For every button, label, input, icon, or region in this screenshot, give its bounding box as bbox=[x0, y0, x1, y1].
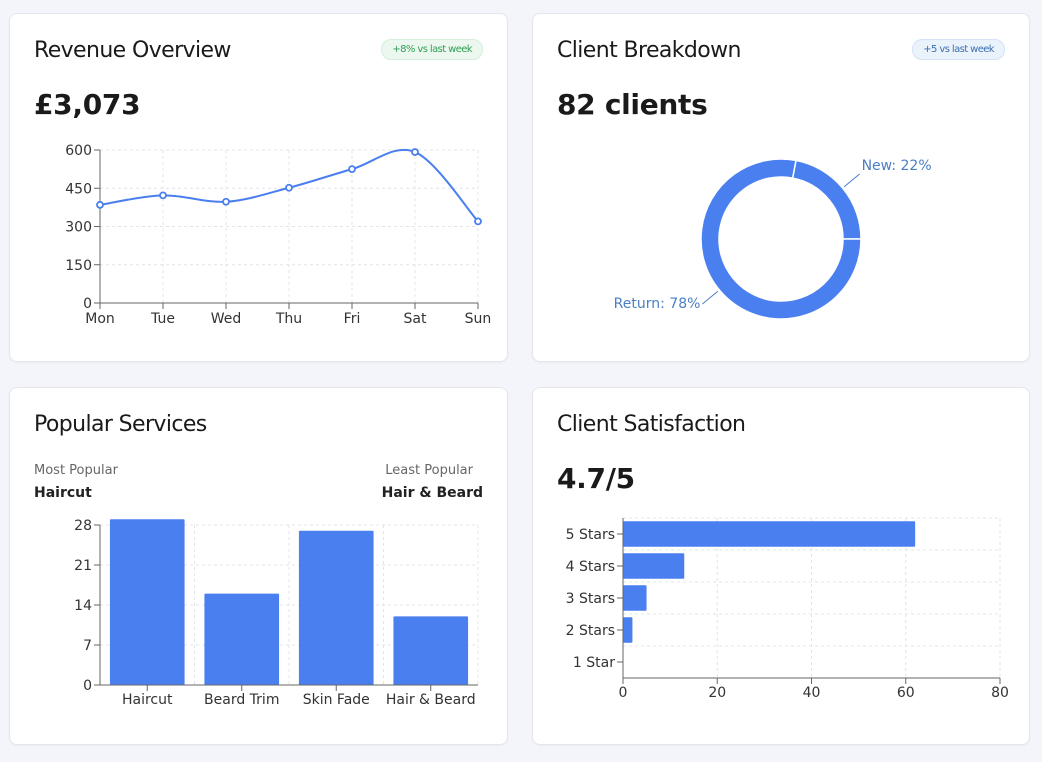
data-point bbox=[474, 217, 482, 226]
bar-3 bbox=[393, 616, 469, 685]
donut-slice-return bbox=[700, 158, 862, 320]
y-tick-label: 5 Stars bbox=[566, 527, 615, 543]
y-tick-label: 14 bbox=[74, 598, 92, 614]
data-point bbox=[348, 165, 356, 174]
y-tick-label: 0 bbox=[83, 296, 92, 312]
bar-2 bbox=[623, 585, 647, 611]
clients-donut-chart: New: 22% Return: 78% bbox=[614, 158, 932, 320]
y-tick-label: 150 bbox=[65, 258, 92, 274]
y-tick-label: 300 bbox=[65, 220, 92, 236]
bar-1 bbox=[204, 593, 280, 685]
clients-card: Client Breakdown +5 vs last week 82 clie… bbox=[532, 13, 1030, 362]
x-tick-label: Skin Fade bbox=[303, 692, 370, 708]
x-tick-label: 60 bbox=[897, 685, 915, 701]
satisfaction-bar-chart: 0 20 40 60 80 5 Stars 4 Stars 3 Stars 2 Stars 1 S… bbox=[566, 517, 1009, 701]
x-tick-label: Hair & Beard bbox=[386, 692, 476, 708]
y-tick-label: 450 bbox=[65, 181, 92, 197]
clients-change-badge: +5 vs last week bbox=[912, 39, 1005, 60]
donut-leader-line bbox=[702, 290, 719, 305]
y-tick-label: 600 bbox=[65, 143, 92, 159]
y-tick-label: 21 bbox=[74, 558, 92, 574]
y-tick-label: 0 bbox=[83, 678, 92, 694]
satisfaction-card: Client Satisfaction 4.7/5 0 20 40 60 80 5 Sta… bbox=[532, 387, 1030, 745]
x-tick-label: Sat bbox=[404, 311, 427, 327]
donut-leader-line bbox=[843, 173, 860, 188]
revenue-title: Revenue Overview bbox=[34, 38, 231, 63]
donut-slice-new bbox=[791, 159, 862, 240]
bar-1 bbox=[623, 553, 685, 579]
x-tick-label: Sun bbox=[465, 311, 492, 327]
clients-total: 82 clients bbox=[557, 88, 708, 121]
bar-3 bbox=[623, 617, 633, 643]
y-tick-label: 28 bbox=[74, 518, 92, 534]
y-tick-label: 7 bbox=[83, 638, 92, 654]
services-card: Popular Services Most Popular Haircut Le… bbox=[9, 387, 508, 745]
x-tick-label: 20 bbox=[708, 685, 726, 701]
bar-0 bbox=[109, 519, 185, 685]
x-tick-label: Fri bbox=[344, 311, 361, 327]
data-point bbox=[285, 183, 293, 192]
revenue-card: Revenue Overview +8% vs last week £3,073… bbox=[9, 13, 508, 362]
data-point bbox=[222, 197, 230, 206]
most-popular-label: Most Popular bbox=[34, 463, 118, 478]
x-tick-label: Haircut bbox=[122, 692, 173, 708]
revenue-change-badge: +8% vs last week bbox=[381, 39, 483, 60]
clients-title: Client Breakdown bbox=[557, 38, 741, 63]
data-point bbox=[411, 148, 419, 156]
y-tick-label: 2 Stars bbox=[566, 623, 615, 639]
x-tick-label: Beard Trim bbox=[204, 692, 279, 708]
data-point bbox=[96, 200, 104, 209]
y-tick-label: 3 Stars bbox=[566, 591, 615, 607]
x-tick-label: 0 bbox=[619, 685, 628, 701]
x-tick-label: Mon bbox=[85, 311, 115, 327]
bar-2 bbox=[298, 530, 374, 685]
x-tick-label: Thu bbox=[275, 311, 302, 327]
donut-label-return: Return: 78% bbox=[614, 296, 701, 312]
services-title: Popular Services bbox=[34, 412, 207, 437]
y-tick-label: 4 Stars bbox=[566, 559, 615, 575]
x-tick-label: Tue bbox=[150, 311, 175, 327]
least-popular-label: Least Popular bbox=[385, 463, 473, 478]
services-bar-chart: 28 21 14 7 0 Haircut Beard Trim Skin Fade Hair &… bbox=[74, 518, 479, 708]
most-popular-value: Haircut bbox=[34, 485, 92, 501]
bar-0 bbox=[623, 521, 916, 547]
donut-label-new: New: 22% bbox=[862, 158, 932, 174]
least-popular-value: Hair & Beard bbox=[381, 485, 483, 501]
revenue-total: £3,073 bbox=[34, 88, 141, 121]
x-tick-label: 40 bbox=[803, 685, 821, 701]
data-point bbox=[159, 191, 167, 200]
satisfaction-title: Client Satisfaction bbox=[557, 412, 746, 437]
y-tick-label: 1 Star bbox=[573, 655, 615, 671]
satisfaction-score: 4.7/5 bbox=[557, 462, 635, 495]
x-tick-label: Wed bbox=[211, 311, 242, 327]
x-tick-label: 80 bbox=[991, 685, 1009, 701]
